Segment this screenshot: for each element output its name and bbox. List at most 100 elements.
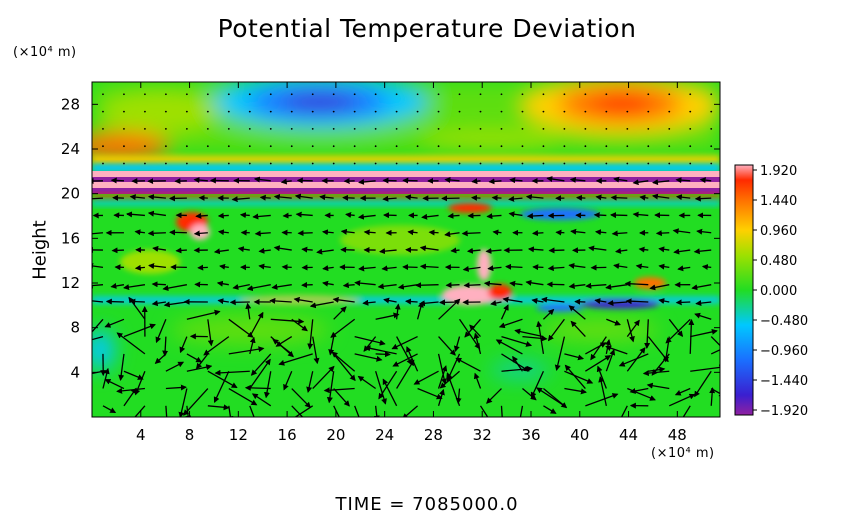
velocity-vector xyxy=(691,284,712,291)
velocity-vector xyxy=(249,405,255,417)
vector-dot xyxy=(479,110,482,113)
y-tick-label: 28 xyxy=(61,95,80,113)
velocity-vector xyxy=(342,282,355,289)
vector-dot xyxy=(542,127,545,130)
velocity-vector xyxy=(134,229,146,236)
velocity-vector xyxy=(382,195,397,202)
velocity-vector xyxy=(207,404,230,411)
vector-dot xyxy=(164,110,167,113)
velocity-vector xyxy=(165,361,185,372)
y-tick-label: 12 xyxy=(61,274,80,292)
velocity-vector xyxy=(629,387,649,394)
velocity-vector xyxy=(216,280,229,287)
vector-dot xyxy=(668,93,671,96)
upper-anomalies xyxy=(92,82,720,160)
vector-dot xyxy=(290,162,293,165)
vector-dot xyxy=(416,127,419,130)
velocity-vector xyxy=(110,282,125,289)
velocity-vector xyxy=(249,358,271,389)
velocity-vector xyxy=(407,229,418,236)
x-tick-label: 40 xyxy=(570,426,589,444)
vector-dot xyxy=(500,93,503,96)
velocity-vector xyxy=(695,300,712,307)
velocity-vector xyxy=(709,387,716,406)
velocity-vector xyxy=(357,375,377,390)
velocity-vector xyxy=(330,318,356,338)
velocity-vector xyxy=(543,405,557,414)
velocity-vector xyxy=(165,384,187,391)
velocity-vector xyxy=(613,263,628,270)
vector-dot xyxy=(584,93,587,96)
velocity-vector xyxy=(509,280,523,287)
vector-dot xyxy=(123,110,125,113)
vector-dot xyxy=(479,145,482,148)
vector-dot xyxy=(626,162,629,165)
vector-dot xyxy=(395,110,398,113)
velocity-vector xyxy=(450,247,460,254)
velocity-vector xyxy=(123,387,137,407)
velocity-vector xyxy=(564,353,585,361)
velocity-vector xyxy=(134,264,145,271)
velocity-vector xyxy=(186,309,221,320)
velocity-vector xyxy=(491,194,502,201)
velocity-vector xyxy=(536,320,545,355)
velocity-vector xyxy=(92,318,104,333)
vector-dot xyxy=(185,162,188,165)
velocity-vector xyxy=(362,299,376,306)
velocity-vector xyxy=(332,296,355,303)
velocity-vector xyxy=(163,301,187,308)
velocity-vector xyxy=(527,246,544,253)
x-axis: 4 8 12 16 20 24 28 32 36 40 44 48 xyxy=(136,82,687,444)
vector-dot xyxy=(668,127,671,130)
velocity-vector xyxy=(217,212,229,219)
vector-dot xyxy=(689,162,692,165)
vector-dot xyxy=(647,162,650,165)
velocity-vector xyxy=(548,247,565,254)
colorbar-label: 0.000 xyxy=(760,284,797,299)
velocity-vector xyxy=(323,387,355,394)
vector-dot xyxy=(290,145,293,148)
velocity-vector xyxy=(508,211,523,218)
vector-dot xyxy=(626,127,629,130)
velocity-vector xyxy=(514,328,544,338)
y-tick-label: 4 xyxy=(70,363,80,381)
velocity-vector xyxy=(297,230,313,237)
velocity-vector xyxy=(291,388,311,409)
vector-dot xyxy=(290,127,293,130)
velocity-vector xyxy=(219,263,229,270)
x-axis-unit: (×10⁴ m) xyxy=(651,446,715,461)
velocity-vector xyxy=(280,178,292,185)
vector-dot xyxy=(416,93,419,96)
velocity-vector xyxy=(271,283,292,290)
vector-dot xyxy=(164,93,167,96)
velocity-vector xyxy=(333,388,350,407)
velocity-vector xyxy=(295,211,313,218)
velocity-vector xyxy=(498,318,523,329)
colorbar xyxy=(734,164,754,416)
velocity-vector xyxy=(342,194,355,201)
velocity-vector xyxy=(165,405,168,417)
colorbar-label: −1.440 xyxy=(760,374,808,389)
vector-dot xyxy=(710,110,713,113)
velocity-vector xyxy=(694,370,712,398)
vector-dot xyxy=(332,110,335,113)
vector-dot xyxy=(332,127,335,130)
velocity-vector xyxy=(492,229,502,236)
velocity-vector xyxy=(632,211,649,218)
velocity-vector xyxy=(134,405,146,417)
vector-dot xyxy=(584,127,587,130)
velocity-vector xyxy=(652,179,670,186)
velocity-vector xyxy=(110,177,124,184)
vector-dot xyxy=(164,145,167,148)
vector-dot xyxy=(647,145,650,148)
vector-dot xyxy=(437,145,440,148)
vector-dot xyxy=(353,145,356,148)
vector-dot xyxy=(248,110,251,113)
velocity-vector xyxy=(214,369,250,376)
vector-dot xyxy=(269,145,272,148)
velocity-vector xyxy=(502,296,523,303)
vector-dot xyxy=(605,145,608,148)
velocity-vector xyxy=(377,283,397,290)
x-tick-label: 8 xyxy=(185,426,195,444)
vector-dot xyxy=(542,162,545,165)
